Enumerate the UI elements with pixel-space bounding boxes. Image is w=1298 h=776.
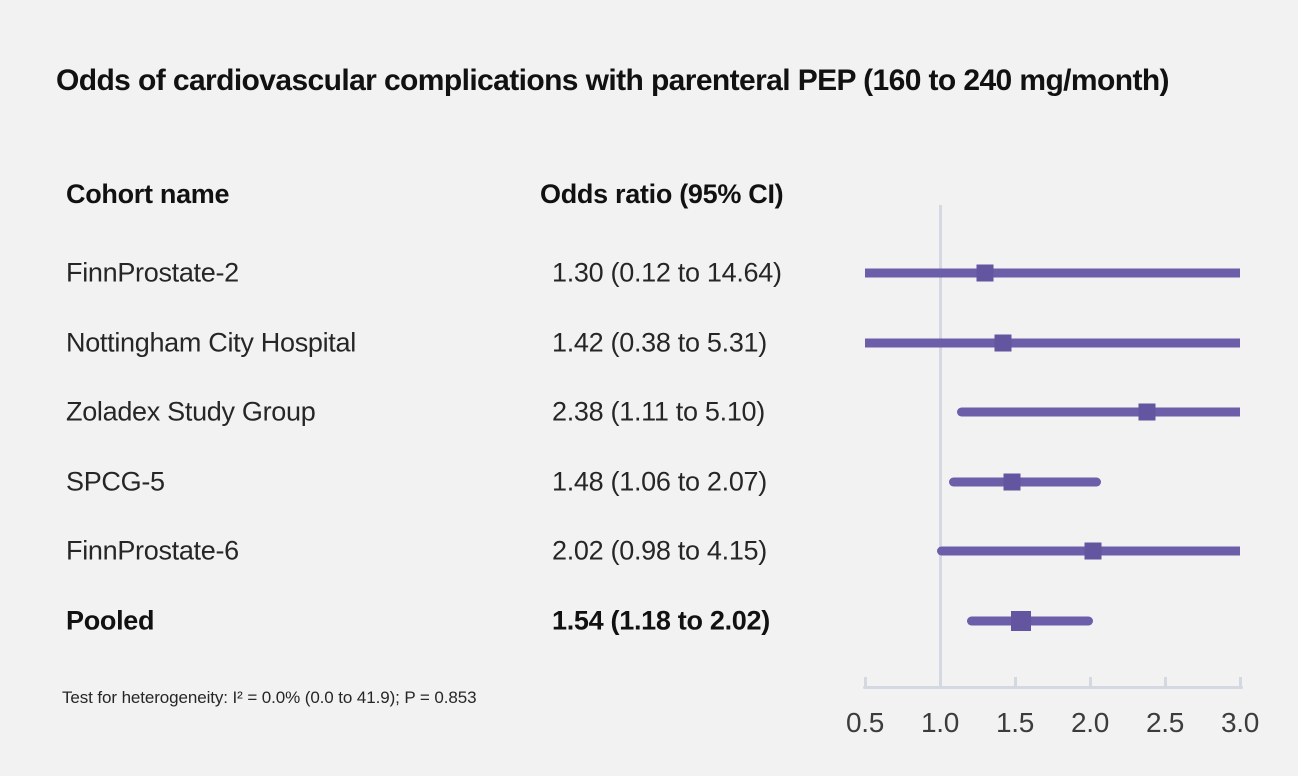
x-axis-tick-label: 1.5	[995, 707, 1035, 738]
odds-ratio-value: 2.02 (0.98 to 4.15)	[552, 535, 767, 566]
confidence-interval-line	[949, 477, 1101, 486]
odds-ratio-value: 1.48 (1.06 to 2.07)	[552, 466, 767, 496]
odds-ratio-value: 2.38 (1.11 to 5.10)	[552, 396, 765, 427]
x-axis-tick-label: 3.0	[1220, 707, 1260, 738]
x-axis-tick-label: 2.0	[1070, 707, 1110, 738]
cohort-label: Nottingham City Hospital	[66, 327, 356, 357]
x-axis-tick-label: 0.5	[845, 707, 885, 738]
x-axis-tick	[1088, 677, 1092, 686]
odds-ratio-value: 1.42 (0.38 to 5.31)	[552, 327, 767, 357]
x-axis-line	[863, 686, 1243, 689]
x-axis-tick	[938, 677, 942, 686]
x-axis-tick	[1013, 677, 1017, 686]
cohort-label: FinnProstate-2	[66, 257, 239, 288]
confidence-interval-line	[865, 268, 1240, 278]
cohort-label: Pooled	[66, 605, 155, 635]
column-header-cohort: Cohort name	[66, 179, 230, 209]
confidence-interval-line	[956, 407, 1240, 417]
cohort-label: FinnProstate-6	[66, 535, 239, 566]
odds-ratio-value: 1.54 (1.18 to 2.02)	[552, 605, 770, 635]
x-axis-tick-label: 1.0	[920, 707, 960, 738]
chart-title: Odds of cardiovascular complications wit…	[56, 64, 1170, 97]
x-axis-tick	[1163, 677, 1167, 686]
confidence-interval-line	[865, 338, 1240, 347]
odds-ratio-value: 1.30 (0.12 to 14.64)	[552, 257, 782, 288]
pooled-estimate-marker	[1011, 610, 1031, 631]
x-axis-tick	[863, 677, 867, 686]
point-estimate-marker	[1138, 403, 1156, 421]
x-axis-tick-label: 2.5	[1145, 707, 1185, 738]
cohort-label: SPCG-5	[66, 466, 165, 496]
point-estimate-marker	[1003, 473, 1021, 490]
column-header-odds-ratio: Odds ratio (95% CI)	[540, 179, 784, 209]
point-estimate-marker	[994, 334, 1012, 351]
reference-line-no-effect	[938, 205, 942, 689]
point-estimate-marker	[976, 264, 994, 282]
point-estimate-marker	[1084, 542, 1102, 560]
x-axis-tick	[1238, 677, 1242, 686]
heterogeneity-note: Test for heterogeneity: I² = 0.0% (0.0 t…	[62, 688, 477, 707]
cohort-label: Zoladex Study Group	[66, 396, 316, 427]
